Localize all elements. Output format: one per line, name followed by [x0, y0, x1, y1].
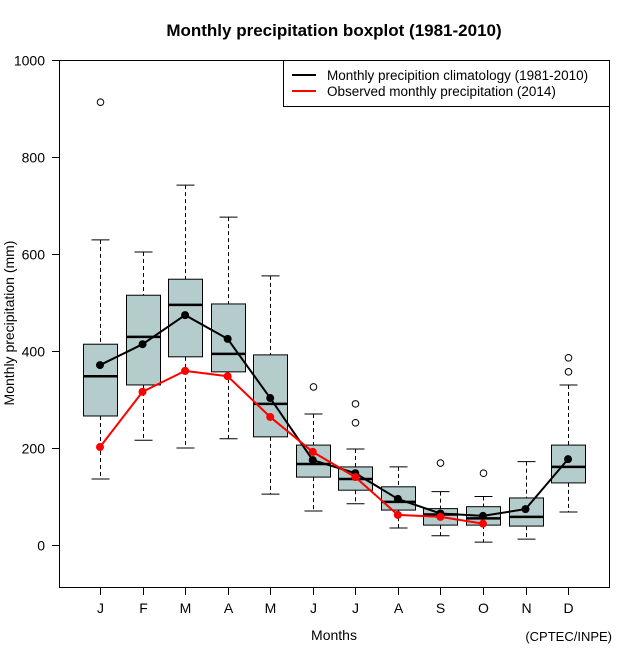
- x-tick-label: O: [478, 600, 489, 616]
- series-point: [351, 473, 360, 482]
- series-point: [181, 366, 190, 375]
- series-climatology: [96, 311, 573, 520]
- legend-label-observed: Observed monthly precipitation (2014): [327, 84, 556, 99]
- outlier-point: [564, 353, 573, 362]
- series-point: [223, 334, 232, 343]
- x-tick-label: J: [310, 600, 317, 616]
- outlier-point: [96, 98, 105, 106]
- x-tick-label: S: [436, 600, 445, 616]
- legend: Monthly precipition climatology (1981-20…: [283, 60, 610, 107]
- legend-label-climatology: Monthly precipition climatology (1981-20…: [327, 68, 588, 83]
- box-N: [509, 461, 544, 540]
- outlier-point: [436, 459, 445, 467]
- series-line: [99, 313, 569, 517]
- series-point: [478, 511, 487, 520]
- series-point: [308, 456, 317, 465]
- y-tick-label: 600: [22, 247, 46, 263]
- y-tick-label: 400: [22, 344, 46, 360]
- box-S: [423, 459, 458, 537]
- box-O: [466, 469, 501, 543]
- x-tick-label: J: [352, 600, 359, 616]
- chart-title: Monthly precipitation boxplot (1981-2010…: [166, 21, 501, 40]
- outlier-point: [564, 368, 573, 376]
- x-tick-label: M: [265, 600, 277, 616]
- x-axis-label: Months: [311, 627, 357, 643]
- series-point: [478, 519, 487, 528]
- box-J: [296, 383, 331, 512]
- y-tick-label: 1000: [14, 53, 45, 69]
- series-point: [138, 387, 147, 396]
- x-tick-label: A: [394, 600, 404, 616]
- series-point: [393, 494, 402, 503]
- series-point: [138, 340, 147, 349]
- y-axis-label: Monthly precipitation (mm): [1, 241, 17, 406]
- x-tick-label: D: [563, 600, 573, 616]
- series-point: [223, 372, 232, 381]
- y-tick-label: 200: [22, 441, 46, 457]
- series-line: [99, 369, 484, 525]
- series-point: [266, 412, 275, 421]
- boxes-layer: [83, 98, 586, 543]
- outlier-point: [309, 383, 318, 391]
- x-tick-label: J: [97, 600, 104, 616]
- x-tick-label: F: [139, 600, 148, 616]
- series-point: [564, 455, 573, 464]
- box-F: [126, 251, 161, 441]
- series-point: [181, 311, 190, 320]
- series-point: [308, 447, 317, 456]
- outlier-point: [351, 418, 360, 427]
- box-D: [551, 353, 586, 513]
- box-J: [83, 98, 118, 480]
- series-observed: [96, 366, 487, 528]
- y-axis: 0 200 400 600 800 1000: [14, 53, 60, 554]
- box-M: [253, 275, 288, 495]
- series-layer: [96, 311, 573, 528]
- series-point: [393, 510, 402, 519]
- series-point: [96, 361, 104, 370]
- iqr-box: [83, 343, 118, 417]
- y-tick-label: 800: [22, 150, 46, 166]
- iqr-box: [126, 294, 161, 386]
- x-tick-label: M: [180, 600, 192, 616]
- series-point: [436, 512, 445, 521]
- series-point: [96, 443, 104, 452]
- box-A: [211, 216, 246, 440]
- legend-box: [283, 60, 610, 107]
- credit-text: (CPTEC/INPE): [525, 629, 612, 644]
- y-tick-label: 0: [37, 538, 45, 554]
- outlier-point: [479, 469, 488, 478]
- iqr-box: [551, 444, 586, 484]
- x-tick-label: N: [521, 600, 531, 616]
- series-point: [521, 505, 530, 514]
- x-tick-label: A: [224, 600, 234, 616]
- outlier-point: [351, 400, 360, 408]
- series-point: [266, 394, 275, 403]
